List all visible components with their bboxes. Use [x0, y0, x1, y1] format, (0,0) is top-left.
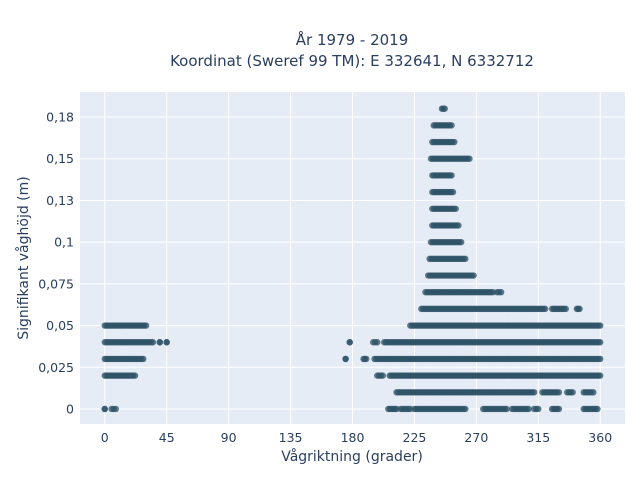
data-point: [131, 372, 139, 379]
x-tick-label: 225: [403, 430, 427, 445]
data-point: [149, 339, 157, 346]
data-point: [597, 355, 604, 363]
data-point: [597, 322, 604, 329]
data-point: [462, 405, 469, 413]
data-point: [466, 155, 473, 162]
y-tick-label: 0,025: [38, 360, 74, 375]
data-point: [525, 405, 532, 413]
data-point: [555, 389, 563, 396]
data-point: [470, 272, 477, 279]
data-point: [597, 339, 604, 346]
x-tick-label: 90: [221, 430, 237, 445]
y-tick-label: 0: [66, 401, 74, 416]
data-point: [535, 405, 542, 413]
data-point: [448, 122, 455, 129]
points-layer: [101, 105, 604, 413]
data-point: [597, 372, 604, 379]
x-tick-label: 180: [341, 430, 365, 445]
data-point: [590, 389, 597, 396]
data-point: [101, 405, 108, 413]
data-point: [569, 389, 576, 396]
x-tick-label: 270: [464, 430, 488, 445]
data-point: [140, 355, 147, 363]
x-tick-label: 0: [101, 430, 109, 445]
data-point: [562, 305, 570, 313]
data-point: [163, 339, 170, 346]
data-point: [379, 372, 386, 379]
x-tick-labels: 0 45 90 135 180 225 270 315 360: [101, 430, 612, 445]
data-point: [555, 405, 563, 413]
y-tick-label: 0,18: [46, 110, 74, 125]
data-point: [374, 339, 381, 346]
data-point: [503, 405, 510, 413]
y-axis-label: Signifikant våghöjd (m): [15, 176, 32, 339]
x-tick-label: 45: [159, 430, 175, 445]
chart-title-line1: År 1979 - 2019: [296, 30, 409, 49]
data-point: [541, 305, 549, 313]
data-point: [363, 355, 370, 363]
y-tick-labels: 0 0,025 0,05 0,075 0,1 0,13 0,15 0,18: [38, 110, 74, 417]
y-tick-label: 0,075: [38, 276, 74, 291]
x-tick-label: 360: [588, 430, 612, 445]
data-point: [112, 405, 119, 413]
y-tick-label: 0,05: [46, 318, 74, 333]
data-point: [451, 138, 458, 146]
data-point: [346, 339, 353, 346]
data-point: [576, 305, 583, 313]
data-point: [441, 105, 448, 112]
data-point: [455, 222, 462, 229]
data-point: [452, 205, 459, 212]
y-tick-label: 0,13: [46, 193, 74, 208]
data-point: [530, 389, 538, 396]
data-point: [458, 238, 465, 246]
data-point: [142, 322, 150, 329]
data-point: [497, 289, 505, 296]
data-point: [448, 172, 455, 179]
data-point: [449, 188, 457, 196]
data-point: [594, 405, 601, 413]
x-tick-label: 135: [279, 430, 303, 445]
chart-title-line2: Koordinat (Sweref 99 TM): E 332641, N 63…: [170, 52, 534, 70]
x-tick-label: 315: [526, 430, 550, 445]
y-tick-label: 0,15: [46, 151, 74, 166]
grid-layer: [80, 92, 625, 424]
data-point: [342, 355, 349, 363]
data-point: [156, 339, 164, 346]
y-tick-label: 0,1: [54, 235, 74, 250]
data-point: [462, 255, 469, 263]
x-axis-label: Vågriktning (grader): [281, 448, 423, 465]
